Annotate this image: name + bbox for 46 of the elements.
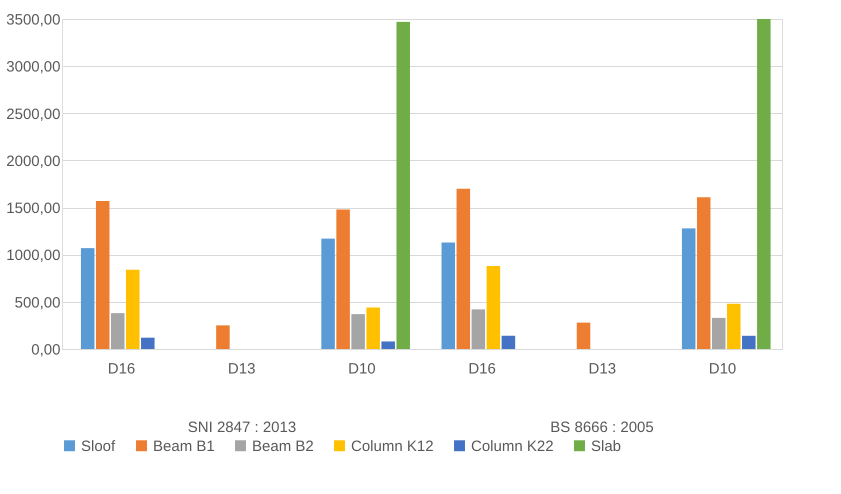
- y-tick-label: 3500,00: [6, 12, 60, 28]
- bar: [442, 242, 456, 349]
- legend-label: Beam B2: [252, 438, 314, 455]
- text: BS 8666 : 2005: [550, 419, 654, 436]
- bar: [366, 308, 380, 349]
- bar: [696, 197, 710, 349]
- legend-label: Column K12: [351, 438, 434, 455]
- x-tick-label: D13: [228, 360, 256, 378]
- bar: [727, 304, 741, 349]
- bar: [757, 19, 771, 349]
- y-tick-label: 1000,00: [6, 247, 60, 264]
- legend-label: Beam B1: [153, 438, 215, 455]
- bar: [576, 322, 590, 349]
- x-tick-label: D10: [708, 360, 736, 378]
- x-tick-label: D13: [588, 360, 616, 378]
- y-tick-label: 1500,00: [6, 200, 60, 218]
- y-tick-label: 3000,00: [6, 58, 60, 76]
- x-tick-label: D16: [108, 360, 136, 378]
- y-tick-label: 2000,00: [6, 152, 60, 170]
- bar: [486, 266, 500, 349]
- bar: [502, 336, 516, 349]
- legend-label: Sloof: [81, 438, 116, 455]
- bar: [396, 22, 410, 349]
- bar: [336, 209, 350, 349]
- bar: [126, 270, 140, 349]
- bar: [321, 238, 335, 349]
- y-tick-label: 0,00: [31, 342, 60, 358]
- bar: [351, 314, 365, 349]
- bar: [80, 248, 94, 349]
- x-tick-label: D10: [348, 360, 376, 378]
- bar: [216, 325, 230, 349]
- bar: [141, 338, 155, 349]
- x-tick-label: D16: [468, 360, 496, 378]
- bar: [742, 336, 756, 349]
- bar: [381, 341, 395, 349]
- legend-label: Column K22: [471, 438, 554, 455]
- y-tick-label: 500,00: [14, 294, 60, 312]
- y-tick-label: 2500,00: [6, 106, 60, 123]
- text: SNI 2847 : 2013: [188, 419, 296, 436]
- legend-label: Slab: [591, 438, 622, 455]
- bar: [472, 309, 486, 349]
- bar: [682, 228, 696, 349]
- bar: [712, 318, 726, 349]
- bar: [96, 200, 110, 349]
- bar: [110, 313, 125, 349]
- bar: [456, 188, 470, 349]
